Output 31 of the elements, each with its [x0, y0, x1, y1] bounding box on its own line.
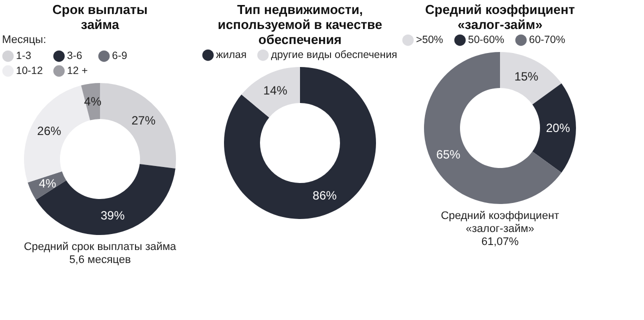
- legend-label: 50-60%: [468, 34, 504, 46]
- text: Средний срок выплаты займа 5,6 месяцев: [24, 241, 178, 266]
- chart-title: Срок выплаты займа: [52, 2, 148, 32]
- donut-slice: [500, 52, 562, 104]
- data-label: 86%: [312, 188, 338, 202]
- data-label: 4%: [38, 176, 57, 191]
- legend-label: жилая: [216, 49, 247, 62]
- legend-label: 60-70%: [529, 34, 566, 46]
- donut-slice: [36, 164, 176, 235]
- legend-label: >50%: [416, 34, 444, 46]
- data-label: 20%: [546, 121, 570, 135]
- legend-label: 1-3: [16, 50, 32, 62]
- data-label: 26%: [37, 124, 62, 138]
- text: Средний коэффициент «залог-займ» 61,07%: [440, 210, 560, 248]
- data-label: 39%: [100, 208, 125, 223]
- legend-label: 6-9: [112, 50, 128, 62]
- donut-slice: [224, 67, 376, 219]
- legend-label: другие виды обеспечения: [271, 49, 398, 62]
- chart-title: Тип недвижимости, используемой в качестве обеспечения: [218, 2, 382, 47]
- chart-title: Средний коэффициент «залог-займ»: [425, 2, 575, 32]
- legend-label: 12 +: [67, 65, 88, 77]
- legend-title: Месяцы:: [2, 34, 46, 46]
- data-label: 27%: [131, 114, 156, 128]
- donut-slice: [241, 67, 300, 118]
- donut-slice: [100, 83, 176, 169]
- donut-slice: [532, 83, 576, 173]
- legend-label: 10-12: [16, 65, 44, 77]
- data-label: 14%: [263, 84, 288, 98]
- data-label: 65%: [436, 147, 461, 162]
- data-label: 15%: [514, 69, 539, 84]
- legend-label: 3-6: [67, 50, 82, 62]
